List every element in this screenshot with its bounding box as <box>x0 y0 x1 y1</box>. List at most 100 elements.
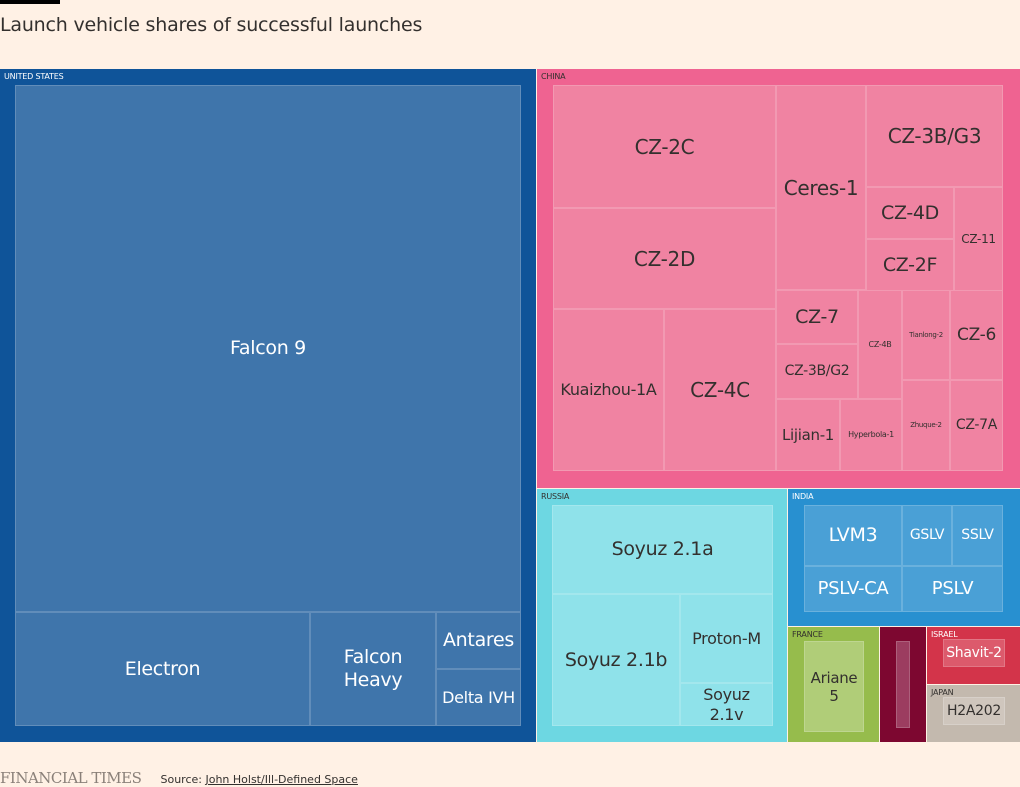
tile-proton-m[interactable]: Proton-M <box>680 594 773 683</box>
group-israel: Israel Shavit-2 <box>927 627 1020 684</box>
tile-label: PSLV-CA <box>817 578 889 600</box>
group-france: France Ariane 5 <box>788 627 879 742</box>
ft-logo: FINANCIAL TIMES <box>0 769 142 787</box>
tile-ceres-1[interactable]: Ceres-1 <box>776 85 866 290</box>
tile-cz-2d[interactable]: CZ-2D <box>553 208 776 309</box>
tile-label: Shavit-2 <box>946 644 1002 661</box>
tile-cz-3b-g3[interactable]: CZ-3B/G3 <box>866 85 1003 187</box>
group-inner: CZ-2C CZ-2D Kuaizhou-1A CZ-4C Ceres-1 CZ-3B/G… <box>553 85 1003 471</box>
tile-shavit-2[interactable]: Shavit-2 <box>943 639 1005 667</box>
group-other <box>880 627 926 742</box>
tile-label: Ariane 5 <box>810 668 858 705</box>
tile-soyuz-2-1v[interactable]: Soyuz 2.1v <box>680 683 773 726</box>
group-label-china: China <box>541 72 566 81</box>
tile-label: Delta IVH <box>442 687 515 707</box>
group-label-israel: Israel <box>931 630 958 639</box>
group-label-france: France <box>792 630 823 639</box>
ft-top-bar <box>0 0 60 4</box>
tile-unlabeled[interactable] <box>896 641 910 728</box>
tile-label: SSLV <box>961 527 994 544</box>
tile-pslv[interactable]: PSLV <box>902 566 1003 612</box>
group-inner: Shavit-2 <box>943 639 1005 667</box>
group-inner <box>896 641 910 728</box>
tile-label: CZ-6 <box>957 324 996 345</box>
tile-label: CZ-7 <box>795 305 839 328</box>
tile-kuaizhou-1a[interactable]: Kuaizhou-1A <box>553 309 664 471</box>
tile-gslv[interactable]: GSLV <box>902 505 952 566</box>
tile-label: Soyuz 2.1a <box>611 538 714 561</box>
tile-label: GSLV <box>909 527 945 544</box>
tile-label: Zhuque-2 <box>910 421 942 430</box>
tile-label: Falcon 9 <box>230 337 306 360</box>
tile-lvm3[interactable]: LVM3 <box>804 505 902 566</box>
tile-lijian-1[interactable]: Lijian-1 <box>776 399 840 471</box>
tile-ariane-5[interactable]: Ariane 5 <box>804 641 864 732</box>
group-label-india: India <box>792 492 814 501</box>
tile-label: Falcon Heavy <box>343 646 403 691</box>
tile-falcon-heavy[interactable]: Falcon Heavy <box>310 612 436 726</box>
group-russia: Russia Soyuz 2.1a Soyuz 2.1b Proton-M Soyuz … <box>537 489 787 742</box>
tile-label: CZ-2D <box>633 246 696 271</box>
tile-zhuque-2[interactable]: Zhuque-2 <box>902 380 950 471</box>
tile-cz-7a[interactable]: CZ-7A <box>950 380 1003 471</box>
group-inner: Falcon 9 Electron Falcon Heavy Antares Delta… <box>15 85 521 726</box>
treemap: United States Falcon 9 Electron Falcon Heav… <box>0 69 1020 742</box>
tile-label: H2A202 <box>947 702 1001 719</box>
tile-label: CZ-3B/G2 <box>784 363 850 380</box>
source-prefix: Source: <box>160 773 206 786</box>
group-label-united-states: United States <box>4 72 64 81</box>
tile-hyperbola-1[interactable]: Hyperbola-1 <box>840 399 902 471</box>
tile-label: Kuaizhou-1A <box>560 380 657 400</box>
tile-label: Hyperbola-1 <box>848 430 894 440</box>
tile-label: Tianlong-2 <box>909 330 943 339</box>
tile-cz-6[interactable]: CZ-6 <box>950 290 1003 380</box>
tile-cz-11[interactable]: CZ-11 <box>954 187 1003 291</box>
tile-label: Soyuz 2.1v <box>703 685 750 724</box>
group-united-states: United States Falcon 9 Electron Falcon Heav… <box>0 69 536 742</box>
tile-pslv-ca[interactable]: PSLV-CA <box>804 566 902 612</box>
group-inner: H2A202 <box>943 697 1005 725</box>
tile-cz-4d[interactable]: CZ-4D <box>866 187 954 239</box>
group-japan: Japan H2A202 <box>927 685 1020 742</box>
tile-label: CZ-4D <box>880 201 940 224</box>
group-india: India LVM3 GSLV SSLV PSLV-CA PSLV <box>788 489 1020 626</box>
tile-label: Proton-M <box>692 628 761 648</box>
chart-title: Launch vehicle shares of successful laun… <box>0 14 423 36</box>
tile-label: CZ-11 <box>961 231 996 246</box>
tile-label: CZ-4C <box>690 378 750 402</box>
group-china: China CZ-2C CZ-2D Kuaizhou-1A CZ-4C Ceres-1 CZ… <box>537 69 1020 488</box>
tile-label: Antares <box>442 629 514 652</box>
tile-tianlong-2[interactable]: Tianlong-2 <box>902 290 950 380</box>
group-inner: LVM3 GSLV SSLV PSLV-CA PSLV <box>804 505 1003 612</box>
tile-electron[interactable]: Electron <box>15 612 310 726</box>
group-label-russia: Russia <box>541 492 570 501</box>
tile-label: Electron <box>124 657 201 680</box>
tile-delta-ivh[interactable]: Delta IVH <box>436 669 521 726</box>
tile-label: PSLV <box>931 578 974 600</box>
tile-cz-3b-g2[interactable]: CZ-3B/G2 <box>776 344 858 399</box>
tile-cz-4c[interactable]: CZ-4C <box>664 309 776 471</box>
tile-label: LVM3 <box>828 524 878 547</box>
tile-label: Lijian-1 <box>781 426 835 444</box>
footer: FINANCIAL TIMES Source: John Holst/Ill-D… <box>0 768 358 787</box>
tile-falcon-9[interactable]: Falcon 9 <box>15 85 521 612</box>
tile-soyuz-2-1b[interactable]: Soyuz 2.1b <box>552 594 680 726</box>
tile-label: CZ-2C <box>634 134 695 159</box>
tile-cz-2c[interactable]: CZ-2C <box>553 85 776 208</box>
tile-label: Soyuz 2.1b <box>564 648 668 671</box>
tile-label: CZ-2F <box>882 253 938 276</box>
tile-label: CZ-4B <box>868 339 892 349</box>
tile-antares[interactable]: Antares <box>436 612 521 669</box>
tile-cz-2f[interactable]: CZ-2F <box>866 239 954 291</box>
tile-cz-7[interactable]: CZ-7 <box>776 290 858 344</box>
source-link[interactable]: John Holst/Ill-Defined Space <box>205 773 358 786</box>
tile-label: Ceres-1 <box>783 175 859 200</box>
tile-soyuz-2-1a[interactable]: Soyuz 2.1a <box>552 505 773 594</box>
tile-sslv[interactable]: SSLV <box>952 505 1003 566</box>
tile-cz-4b[interactable]: CZ-4B <box>858 290 902 399</box>
group-label-japan: Japan <box>931 688 954 697</box>
tile-label: CZ-3B/G3 <box>887 124 982 148</box>
tile-label: CZ-7A <box>955 417 998 434</box>
group-inner: Ariane 5 <box>804 641 864 732</box>
tile-h2a202[interactable]: H2A202 <box>943 697 1005 725</box>
